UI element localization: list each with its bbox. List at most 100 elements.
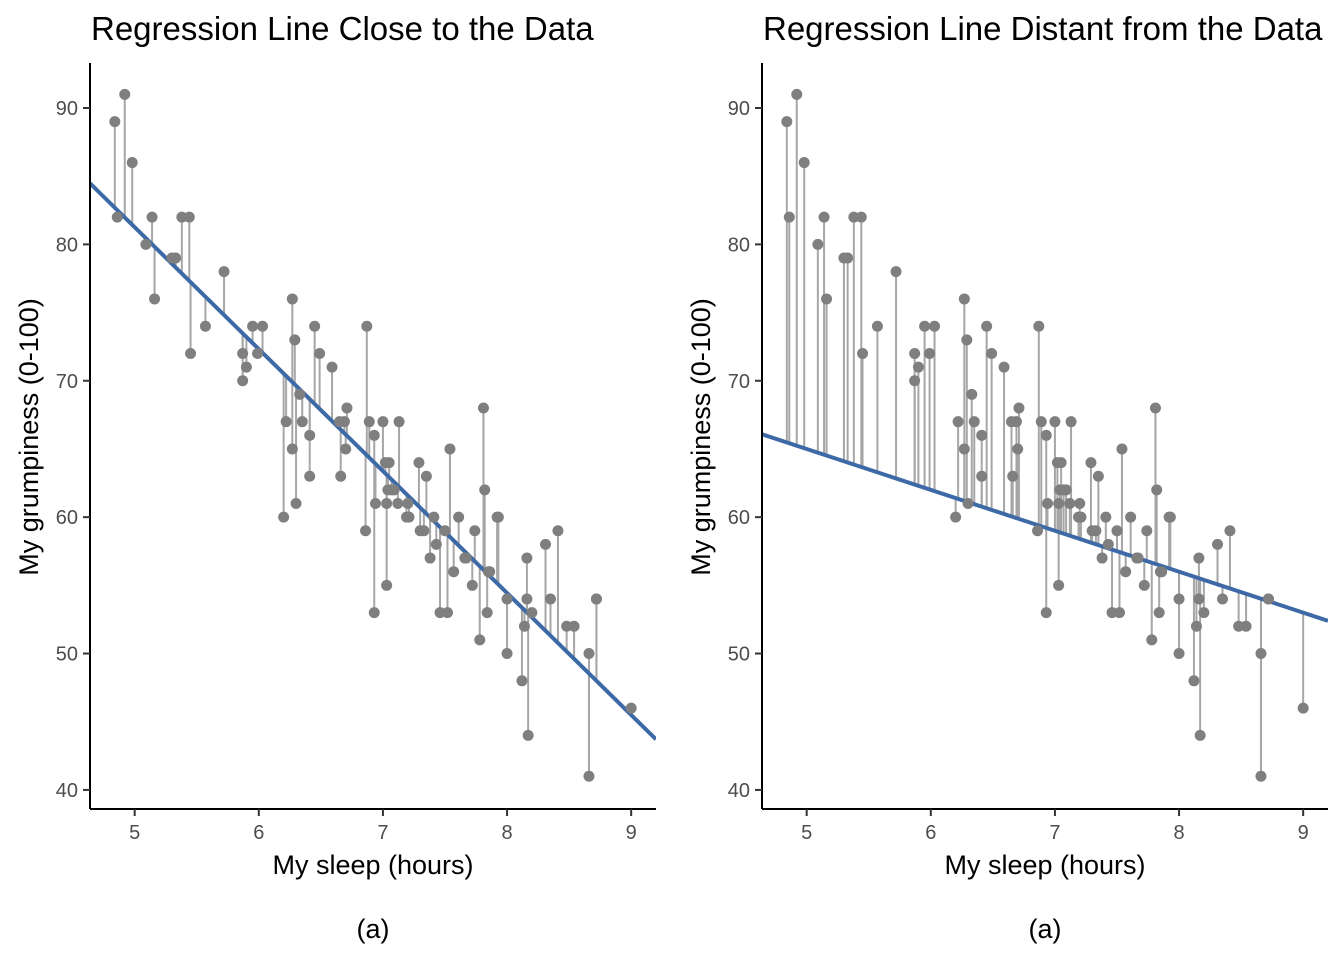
caption-right: (a) [1029, 914, 1062, 944]
data-point [237, 375, 249, 387]
panel-close-regression: Regression Line Close to the Data My gru… [14, 10, 656, 944]
data-point [146, 211, 158, 223]
data-points [109, 88, 637, 782]
data-point [377, 416, 389, 428]
data-point [453, 511, 465, 523]
data-point [1035, 416, 1047, 428]
data-point [552, 525, 564, 537]
x-tick-label: 8 [501, 822, 512, 844]
data-point [185, 347, 197, 359]
data-point [929, 320, 941, 332]
data-point [1120, 566, 1132, 578]
y-tick-label: 90 [728, 98, 750, 120]
data-point [1212, 538, 1224, 550]
data-point [149, 293, 161, 305]
data-point [1096, 552, 1108, 564]
data-point [781, 116, 793, 128]
data-point [1153, 607, 1165, 619]
data-point [335, 470, 347, 482]
data-point [1064, 498, 1076, 510]
data-point [976, 429, 988, 441]
data-point [518, 620, 530, 632]
data-point [1173, 593, 1185, 605]
regression-line [762, 432, 1328, 623]
data-point [111, 211, 123, 223]
data-point [1149, 402, 1161, 414]
data-point [304, 429, 316, 441]
data-point [912, 361, 924, 373]
plot-area [90, 88, 656, 782]
data-point [583, 770, 595, 782]
data-point [516, 675, 528, 687]
data-point [1100, 511, 1112, 523]
data-point [1041, 498, 1053, 510]
data-point [501, 648, 513, 660]
data-point [961, 334, 973, 346]
data-point [1074, 498, 1086, 510]
x-tick-label: 7 [377, 822, 388, 844]
data-point [1190, 620, 1202, 632]
data-point [1141, 525, 1153, 537]
data-point [958, 293, 970, 305]
x-tick-label: 6 [925, 822, 936, 844]
data-point [413, 457, 425, 469]
data-point [381, 498, 393, 510]
data-point [439, 525, 451, 537]
data-point [290, 498, 302, 510]
data-point [240, 361, 252, 373]
data-point [1198, 607, 1210, 619]
data-point [1255, 648, 1267, 660]
data-point [257, 320, 269, 332]
data-point [1125, 511, 1137, 523]
data-point [1049, 416, 1061, 428]
chart-title-right: Regression Line Distant from the Data [763, 10, 1323, 47]
data-point [1040, 429, 1052, 441]
chart-title-left: Regression Line Close to the Data [91, 10, 594, 47]
data-point [1132, 552, 1144, 564]
y-tick-label: 50 [728, 644, 750, 666]
data-point [968, 416, 980, 428]
data-point [568, 620, 580, 632]
y-tick-label: 50 [56, 644, 78, 666]
y-tick-label: 90 [56, 98, 78, 120]
data-point [625, 702, 637, 714]
x-axis-title-right: My sleep (hours) [944, 850, 1145, 880]
y-tick-label: 70 [728, 371, 750, 393]
data-point [1033, 320, 1045, 332]
y-tick-label: 60 [56, 507, 78, 529]
data-points [781, 88, 1309, 782]
data-point [474, 634, 486, 646]
axes: 5 6 7 8 9 40 50 60 70 80 90 [56, 63, 656, 844]
y-axis-title-left: My grumpiness (0-100) [14, 298, 44, 576]
data-point [981, 320, 993, 332]
data-point [798, 157, 810, 169]
data-point [791, 88, 803, 100]
data-point [501, 593, 513, 605]
data-point [469, 525, 481, 537]
data-point [326, 361, 338, 373]
y-tick-label: 40 [728, 780, 750, 802]
data-point [540, 538, 552, 550]
data-point [109, 116, 121, 128]
data-point [252, 347, 264, 359]
data-point [119, 88, 131, 100]
data-point [871, 320, 883, 332]
data-point [183, 211, 195, 223]
data-point [1193, 593, 1205, 605]
data-point [304, 470, 316, 482]
data-point [890, 266, 902, 278]
data-point [444, 443, 456, 455]
data-point [522, 729, 534, 741]
data-point [1007, 470, 1019, 482]
data-point [286, 293, 298, 305]
y-tick-label: 70 [56, 371, 78, 393]
data-point [1010, 416, 1022, 428]
data-point [986, 347, 998, 359]
data-point [1188, 675, 1200, 687]
data-point [403, 511, 415, 523]
data-point [842, 252, 854, 264]
data-point [368, 429, 380, 441]
data-point [818, 211, 830, 223]
data-point [1085, 457, 1097, 469]
